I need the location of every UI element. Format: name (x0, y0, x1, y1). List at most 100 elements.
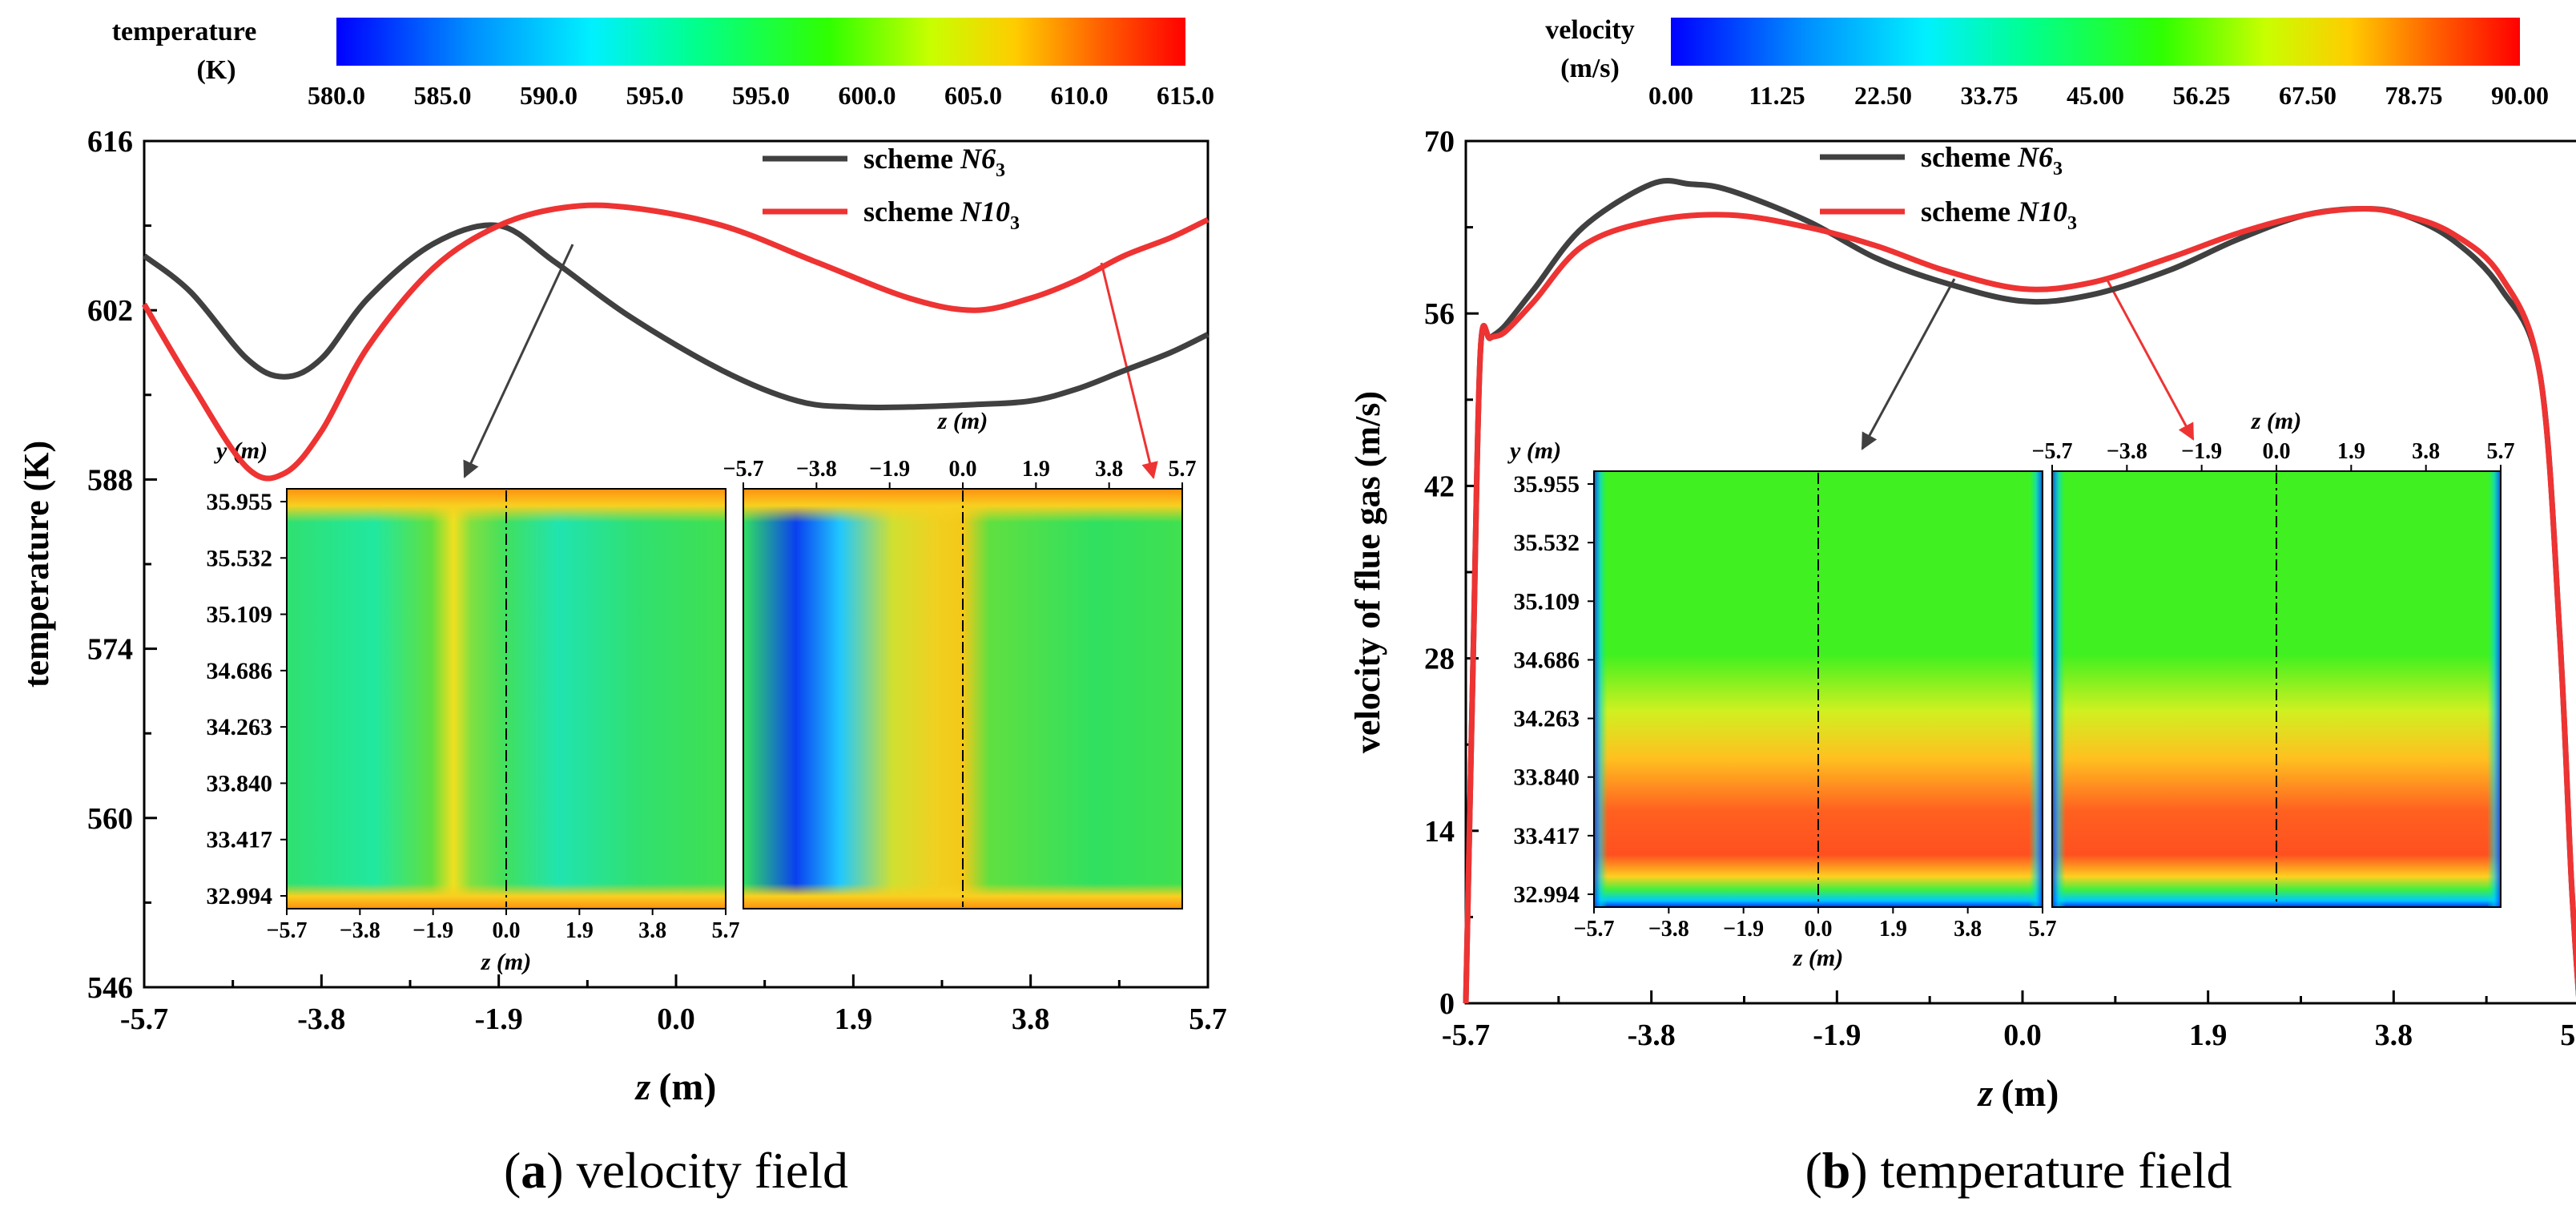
series-group-b (1463, 178, 2576, 1004)
colorbar-tick-label-a: 610.0 (1051, 81, 1109, 110)
y-tick-label-b: 56 (1424, 297, 1455, 331)
colorbar-tick-label-b: 22.50 (1854, 81, 1912, 110)
series-line-a-n6 (142, 222, 1210, 411)
inset-y-tick-label-b: 35.532 (1514, 530, 1580, 556)
series-line-b-n10 (1463, 206, 2576, 1004)
x-tick-label-b: 1.9 (2189, 1018, 2228, 1052)
y-tick-label-a: 602 (87, 294, 133, 328)
inset-bottom-tick-label-a: −1.9 (413, 918, 453, 943)
inset-bottom-tick-label-a: −5.7 (267, 918, 308, 943)
colorbar-title-a-line2: (K) (196, 55, 235, 85)
inset-b-y-label: y (m) (1507, 438, 1561, 464)
inset-bottom-tick-label-b: 1.9 (1879, 917, 1907, 942)
inset-y-tick-label-a: 35.532 (207, 545, 273, 571)
inset-a: y (m) z (m) z (m) 35.95535.53235.10934.6… (207, 408, 1197, 975)
colorbar-tick-label-b: 33.75 (1961, 81, 2019, 110)
legend-a: scheme N63 scheme N103 (763, 143, 1020, 234)
x-tick-label-b: 5.7 (2560, 1018, 2576, 1052)
colorbar-tick-label-a: 585.0 (414, 81, 472, 110)
x-tick-label-b: -5.7 (1442, 1018, 1490, 1052)
x-tick-label-a: -5.7 (120, 1002, 168, 1036)
x-tick-label-a: 5.7 (1189, 1002, 1227, 1036)
inset-top-tick-label-a: −3.8 (796, 457, 837, 482)
inset-top-tick-label-b: 5.7 (2487, 439, 2515, 464)
series-line-a-n10 (141, 202, 1210, 482)
axis-ticks-b: -5.7 -3.8 -1.9 0.0 1.9 3.8 5.7 0 14 28 42 56 70 (1424, 125, 2576, 1052)
caption-b: (b) temperature field (1805, 1142, 2232, 1199)
y-tick-label-a: 560 (87, 802, 133, 836)
colorbar-b (1671, 18, 2520, 66)
inset-b-bottom-label: z (m) (1793, 945, 1844, 971)
legend-b-label-n10: scheme N103 (1921, 196, 2077, 234)
inset-top-tick-label-a: 1.9 (1022, 457, 1050, 482)
inset-y-tick-label-b: 33.417 (1514, 823, 1580, 849)
inset-y-tick-label-b: 35.955 (1514, 471, 1580, 498)
colorbar-tick-label-a: 590.0 (520, 81, 578, 110)
legend-b: scheme N63 scheme N103 (1820, 141, 2077, 234)
inset-bottom-tick-label-a: 1.9 (566, 918, 594, 943)
inset-y-tick-label-a: 35.109 (207, 602, 273, 628)
panel-a: temperature (K) 580.0 585.0 590.0 595.0 595.… (17, 17, 1227, 1199)
inset-top-tick-label-a: −1.9 (869, 457, 910, 482)
colorbar-title-a-line1: temperature (112, 17, 257, 46)
inset-bottom-tick-label-b: −1.9 (1723, 917, 1764, 942)
inset-y-tick-label-b: 32.994 (1514, 881, 1580, 908)
inset-b: y (m) z (m) z (m) 35.955 35.532 35.109 34.6… (1507, 408, 2515, 971)
colorbar-tick-label-a: 615.0 (1157, 81, 1214, 110)
inset-top-tick-label-a: 3.8 (1095, 457, 1123, 482)
arrow-b-n6 (1861, 278, 1956, 450)
inset-bottom-tick-label-b: 0.0 (1805, 917, 1833, 942)
colorbar-ticks-b: 0.00 11.25 22.50 33.75 45.00 56.25 67.50 78.75 9… (1648, 81, 2549, 110)
inset-b-ticks: 35.955 35.532 35.109 34.686 34.263 33.840 33.4… (1514, 439, 2515, 942)
legend-b-label-n6: scheme N63 (1921, 141, 2063, 179)
x-axis-label-a: z (m) (634, 1066, 717, 1108)
y-tick-label-a: 574 (87, 633, 133, 667)
colorbar-tick-label-a: 580.0 (308, 81, 365, 110)
y-tick-label-a: 588 (87, 463, 133, 497)
inset-y-tick-label-b: 34.686 (1514, 647, 1580, 673)
y-axis-label-b: velocity of flue gas (m/s) (1348, 391, 1387, 753)
inset-bottom-tick-label-a: −3.8 (340, 918, 380, 943)
colorbar-title-b-line2: (m/s) (1560, 54, 1620, 83)
colorbar-tick-label-a: 605.0 (944, 81, 1002, 110)
inset-bottom-tick-label-b: −3.8 (1648, 917, 1689, 942)
inset-top-tick-label-b: −3.8 (2107, 439, 2147, 464)
colorbar-a (336, 18, 1185, 66)
y-tick-label-b: 0 (1439, 987, 1455, 1021)
y-tick-label-a: 546 (87, 971, 133, 1005)
colorbar-title-b-line1: velocity (1545, 15, 1634, 45)
inset-a-ticks: 35.955 35.532 35.109 34.686 34.263 33.840 33.4… (207, 457, 1197, 943)
y-tick-label-b: 70 (1424, 125, 1455, 159)
inset-top-tick-label-b: −5.7 (2032, 439, 2073, 464)
colorbar-tick-label-a: 600.0 (839, 81, 896, 110)
colorbar-tick-label-b: 90.00 (2491, 81, 2549, 110)
x-tick-label-a: 1.9 (835, 1002, 873, 1036)
series-group-a (141, 202, 1210, 482)
inset-a-bottom-label: z (m) (481, 949, 532, 975)
x-tick-label-a: -1.9 (475, 1002, 523, 1036)
inset-y-tick-label-a: 34.686 (207, 658, 273, 684)
y-tick-label-a: 616 (87, 125, 133, 159)
inset-b-top-label: z (m) (2251, 408, 2302, 434)
x-tick-label-a: 3.8 (1012, 1002, 1050, 1036)
colorbar-tick-label-b: 56.25 (2173, 81, 2231, 110)
inset-y-tick-label-a: 32.994 (207, 883, 273, 909)
inset-bottom-tick-label-a: 5.7 (712, 918, 740, 943)
x-tick-label-b: -1.9 (1813, 1018, 1861, 1052)
inset-y-tick-label-a: 35.955 (207, 489, 273, 515)
inset-a-top-label: z (m) (937, 408, 988, 434)
inset-bottom-tick-label-a: 0.0 (493, 918, 521, 943)
colorbar-ticks-a: 580.0 585.0 590.0 595.0 595.0 600.0 605.0 610.0… (308, 81, 1214, 110)
y-axis-label-a: temperature (K) (17, 441, 56, 688)
inset-bottom-tick-label-a: 3.8 (638, 918, 666, 943)
caption-a: (a) velocity field (504, 1142, 848, 1199)
arrow-b-n10 (2105, 278, 2195, 441)
inset-top-tick-label-b: 1.9 (2337, 439, 2365, 464)
x-tick-label-a: -3.8 (297, 1002, 345, 1036)
inset-y-tick-label-a: 34.263 (207, 714, 273, 740)
inset-top-tick-label-a: 5.7 (1169, 457, 1197, 482)
inset-bottom-tick-label-b: 3.8 (1954, 917, 1982, 942)
arrow-a-n6 (463, 244, 574, 478)
x-tick-label-b: 3.8 (2375, 1018, 2413, 1052)
